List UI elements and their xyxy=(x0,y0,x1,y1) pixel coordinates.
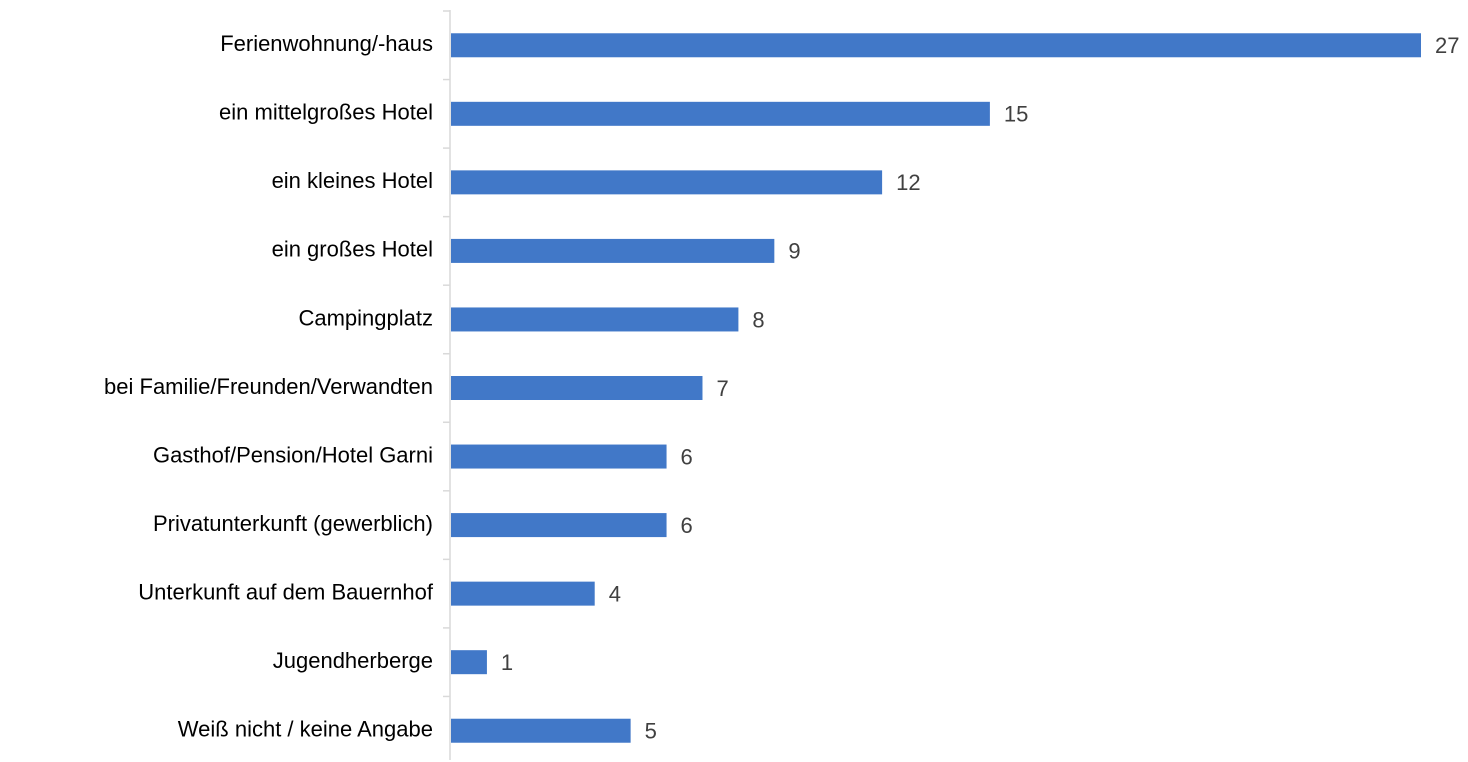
value-label: 9 xyxy=(788,239,800,264)
value-label: 6 xyxy=(681,444,693,469)
bar xyxy=(451,513,667,538)
category-label: Campingplatz xyxy=(298,305,433,330)
bar xyxy=(451,170,883,195)
value-label: 4 xyxy=(609,581,621,606)
bar xyxy=(451,101,990,126)
bar xyxy=(451,33,1421,58)
category-label: Weiß nicht / keine Angabe xyxy=(178,717,433,742)
category-label: ein kleines Hotel xyxy=(272,168,433,193)
category-label: Privatunterkunft (gewerblich) xyxy=(153,511,433,536)
category-label: Gasthof/Pension/Hotel Garni xyxy=(153,442,433,467)
bar xyxy=(451,238,775,263)
category-label: ein mittelgroßes Hotel xyxy=(219,100,433,125)
bar xyxy=(451,444,667,469)
bar xyxy=(451,650,487,675)
bar xyxy=(451,376,703,400)
value-label: 1 xyxy=(501,650,513,675)
value-label: 7 xyxy=(716,376,728,401)
value-label: 15 xyxy=(1004,102,1028,127)
value-label: 12 xyxy=(896,170,920,195)
bar xyxy=(451,307,739,332)
bar xyxy=(451,581,595,606)
value-label: 27 xyxy=(1435,33,1459,58)
value-label: 5 xyxy=(645,719,657,744)
category-label: bei Familie/Freunden/Verwandten xyxy=(104,374,433,399)
value-label: 6 xyxy=(681,513,693,538)
category-label: Unterkunft auf dem Bauernhof xyxy=(138,579,434,604)
category-label: Ferienwohnung/-haus xyxy=(220,31,433,56)
bar xyxy=(451,718,631,743)
category-label: Jugendherberge xyxy=(273,648,433,673)
category-label: ein großes Hotel xyxy=(272,237,433,262)
value-label: 8 xyxy=(752,307,764,332)
